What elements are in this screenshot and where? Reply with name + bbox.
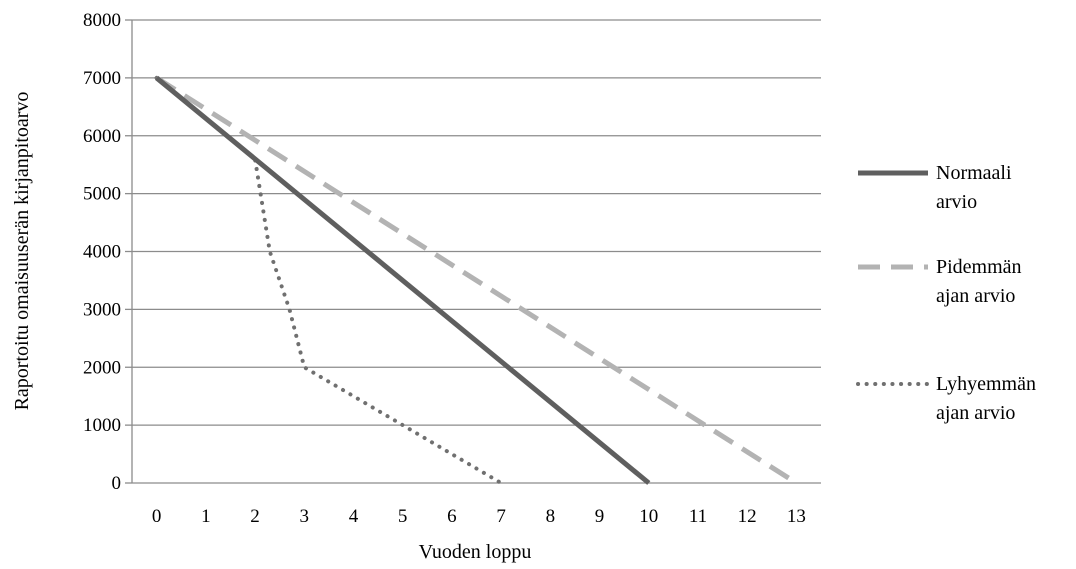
x-tick-label: 4 <box>349 506 359 527</box>
y-tick-label: 8000 <box>83 10 121 31</box>
x-tick-label: 2 <box>250 506 260 527</box>
x-axis-title: Vuoden loppu <box>419 541 532 563</box>
x-tick-label: 8 <box>546 506 556 527</box>
legend-label: arvio <box>936 191 977 213</box>
y-axis-title: Raportoitu omaisuuserän kirjanpitoarvo <box>11 92 33 411</box>
y-tick-label: 2000 <box>83 357 121 378</box>
y-tick-labels: 0 1000 2000 3000 4000 5000 6000 7000 8000 <box>83 10 121 494</box>
y-tick-label: 5000 <box>83 184 121 205</box>
y-tick-label: 0 <box>112 473 122 494</box>
x-tick-label: 5 <box>398 506 408 527</box>
legend-label: Lyhyemmän <box>936 373 1036 395</box>
x-tick-labels: 0 1 2 3 4 5 6 7 8 9 10 11 12 13 <box>152 506 806 527</box>
x-tick-label: 12 <box>738 506 757 527</box>
y-tick-label: 6000 <box>83 126 121 147</box>
legend: Normaali arvio Pidemmän ajan arvio Lyhyemmän… <box>856 162 1036 424</box>
x-tick-label: 1 <box>201 506 211 527</box>
x-tick-label: 3 <box>300 506 310 527</box>
series-layer <box>154 75 798 486</box>
x-tick-label: 6 <box>447 506 457 527</box>
y-tick-label: 7000 <box>83 68 121 89</box>
legend-label: ajan arvio <box>936 285 1015 307</box>
legend-label: Pidemmän <box>936 256 1022 278</box>
gridlines <box>132 19 821 426</box>
y-tick-label: 3000 <box>83 299 121 320</box>
x-tick-label: 11 <box>689 506 707 527</box>
axes <box>125 19 821 484</box>
x-tick-label: 7 <box>496 506 506 527</box>
y-tick-label: 4000 <box>83 242 121 263</box>
x-tick-label: 13 <box>787 506 806 527</box>
y-tick-label: 1000 <box>83 415 121 436</box>
series-line-solid <box>155 75 651 485</box>
x-tick-label: 9 <box>595 506 605 527</box>
x-tick-label: 10 <box>639 506 658 527</box>
x-tick-label: 0 <box>152 506 162 527</box>
series-line-dotted <box>154 75 504 485</box>
series-line-dashed <box>155 75 798 486</box>
legend-label: ajan arvio <box>936 402 1015 424</box>
legend-label: Normaali <box>936 162 1012 184</box>
